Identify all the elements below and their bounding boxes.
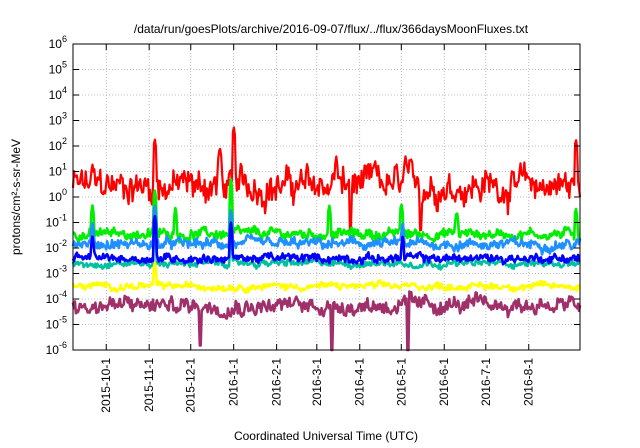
y-tick-label: 106: [49, 34, 67, 51]
x-tick-label: 2016-3-1: [310, 358, 324, 406]
series-line: [71, 126, 582, 232]
series-line: [71, 230, 581, 271]
x-tick-label: 2016-8-1: [522, 358, 536, 406]
y-tick-label: 101: [49, 162, 67, 179]
x-tick-label: 2016-2-1: [270, 358, 284, 406]
series-layer: [71, 126, 582, 352]
y-tick-label: 105: [49, 60, 67, 77]
x-tick-label: 2016-4-1: [353, 358, 367, 406]
y-tick-label: 10-4: [46, 289, 67, 306]
x-tick-label: 2016-5-1: [394, 358, 408, 406]
y-tick-label: 10-3: [46, 264, 67, 281]
x-tick-label: 2015-12-1: [184, 358, 198, 413]
y-tick-label: 104: [49, 85, 67, 102]
series-line: [71, 214, 581, 266]
y-axis: 10-6 10-5 10-4 10-3 10-2 10-1 100 101 102 103 104 1…: [46, 34, 580, 357]
x-tick-label: 2016-7-1: [479, 358, 493, 406]
x-tick-label: 2015-10-1: [99, 358, 113, 413]
x-axis: 2015-10-1 2015-11-1 2015-12-1 2016-1-1 2016-…: [99, 44, 536, 413]
y-tick-label: 10-2: [46, 238, 67, 255]
chart-title: /data/run/goesPlots/archive/2016-09-07/f…: [134, 22, 529, 36]
y-tick-label: 10-1: [46, 213, 67, 230]
y-axis-title: protons/cm²-s-sr-MeV: [9, 139, 23, 255]
x-tick-label: 2015-11-1: [142, 358, 156, 412]
series-line: [71, 290, 582, 352]
y-tick-label: 103: [49, 111, 67, 128]
x-tick-label: 2016-1-1: [227, 358, 241, 406]
y-tick-label: 10-5: [46, 315, 67, 332]
y-tick-label: 102: [49, 136, 67, 153]
series-line: [71, 261, 581, 295]
x-axis-title: Coordinated Universal Time (UTC): [234, 429, 418, 443]
y-tick-label: 10-6: [46, 340, 67, 357]
x-tick-label: 2016-6-1: [437, 358, 451, 406]
y-tick-label: 100: [49, 187, 67, 204]
